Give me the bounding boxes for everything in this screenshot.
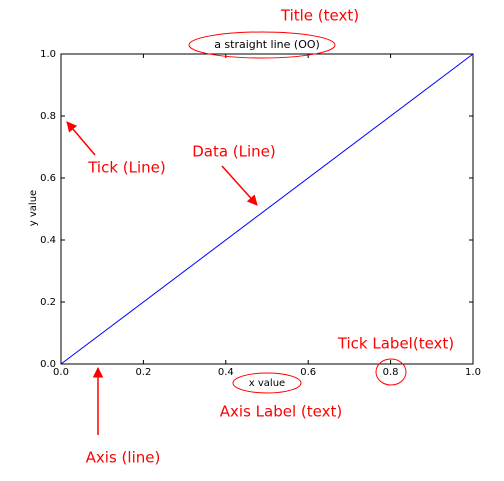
annotation: Tick (Line) (87, 159, 166, 177)
chart-title: a straight line (OO) (214, 38, 320, 51)
x-tick-label: 1.0 (465, 367, 481, 378)
y-tick-label: 0.4 (40, 235, 56, 246)
annotation: Title (text) (280, 7, 359, 25)
annotation: Axis (line) (86, 449, 161, 467)
annotation-ellipse (188, 31, 336, 59)
annotation: Tick Label(text) (337, 335, 454, 353)
x-tick-label: 0.8 (383, 367, 399, 378)
data-line (60, 53, 474, 365)
x-tick-label: 0.0 (53, 367, 69, 378)
y-tick-label: 0.0 (40, 359, 56, 370)
y-tick-label: 0.2 (40, 297, 56, 308)
annotation: Axis Label (text) (220, 403, 342, 421)
x-tick-label: 0.2 (135, 367, 151, 378)
annotation-ellipse (375, 358, 407, 386)
y-axis-label: y value (28, 190, 39, 226)
annotation-arrow (66, 121, 96, 156)
y-tick-label: 0.6 (40, 173, 56, 184)
y-tick-label: 0.8 (40, 111, 56, 122)
annotation-arrow (221, 165, 258, 206)
annotation: Data (Line) (192, 143, 276, 161)
x-axis-label: x value (249, 378, 285, 389)
annotation-ellipse (232, 372, 302, 394)
y-tick-label: 1.0 (40, 49, 56, 60)
x-tick-label: 0.6 (300, 367, 316, 378)
x-tick-label: 0.4 (218, 367, 234, 378)
